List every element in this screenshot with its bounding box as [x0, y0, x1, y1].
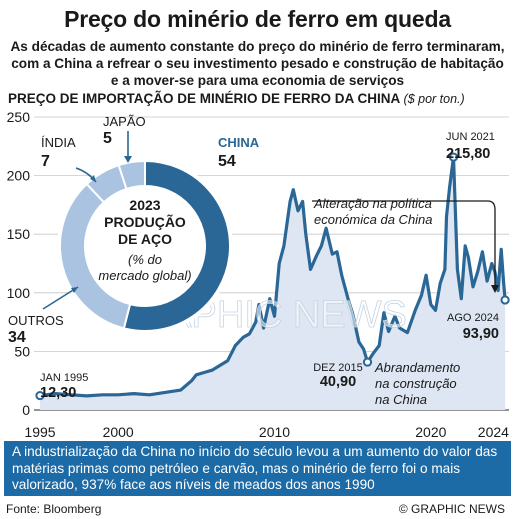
- donut-center-subtitle: mercado global): [98, 268, 191, 283]
- x-tick-label: 2020: [415, 424, 446, 438]
- slice-label-japao: JAPÃO: [103, 114, 146, 129]
- chart-title: Preço do minério de ferro em queda: [64, 6, 451, 32]
- annotation-value: 12,30: [40, 385, 76, 401]
- annotation-marker: [362, 357, 373, 367]
- leader-outros: [42, 286, 79, 310]
- annotation-date: AGO 2024: [447, 312, 499, 324]
- donut-slice-china: [122, 159, 231, 332]
- chart-unit: ($ por ton.): [403, 92, 465, 106]
- donut-center-subtitle: (% do: [128, 252, 162, 267]
- x-tick-label: 2024: [478, 424, 509, 438]
- slice-label-china: CHINA: [218, 135, 260, 150]
- annotation-markers: [35, 152, 510, 401]
- y-tick-label: 100: [7, 285, 31, 301]
- y-tick-label: 250: [7, 109, 31, 125]
- note-policy-change: Alteração na política: [313, 196, 432, 211]
- note-policy-change: económica da China: [314, 212, 433, 227]
- slice-label-outros: OUTROS: [8, 313, 64, 328]
- donut-center-title: 2023: [129, 197, 160, 213]
- chart-subtitle: As décadas de aumento constante do preço…: [10, 39, 505, 88]
- y-tick-label: 200: [7, 168, 31, 184]
- note-policy-arrow: [491, 285, 499, 293]
- x-tick-label: 2000: [103, 424, 134, 438]
- annotation-marker: [35, 390, 45, 401]
- x-tick-label: 2010: [259, 424, 290, 438]
- slice-value-india: 7: [41, 153, 50, 170]
- note-policy-leader: [312, 200, 496, 285]
- credit: © GRAPHIC NEWS: [398, 502, 505, 516]
- source: Fonte: Bloomberg: [6, 502, 102, 516]
- slice-value-china: 54: [218, 153, 236, 170]
- y-tick-label: 150: [7, 226, 31, 242]
- footer-note: A industrialização da China no início do…: [4, 441, 511, 496]
- arrow-india: [90, 175, 96, 182]
- annotation-marker: [500, 295, 510, 305]
- note-construction-slowdown: na construção: [375, 376, 457, 391]
- annotation-value: 40,90: [320, 374, 356, 390]
- x-axis: 1995 2000 2010 2020 2024: [24, 424, 509, 438]
- y-tick-label: 0: [22, 402, 30, 418]
- donut-center-title: DE AÇO: [118, 231, 172, 247]
- donut-center-title: PRODUÇÃO: [104, 213, 186, 230]
- slice-label-india: ÍNDIA: [41, 135, 76, 150]
- slice-value-japao: 5: [103, 130, 112, 147]
- slice-value-outros: 34: [8, 329, 26, 346]
- arrow-japao: [124, 156, 132, 163]
- donut-slice-japão: [117, 159, 146, 191]
- annotation-value: 93,90: [463, 326, 499, 342]
- chart-heading: PREÇO DE IMPORTAÇÃO DE MINÉRIO DE FERRO …: [8, 91, 513, 106]
- y-axis: 0 50 100 150 200 250: [7, 109, 31, 418]
- chart-heading-text: PREÇO DE IMPORTAÇÃO DE MINÉRIO DE FERRO …: [8, 91, 400, 106]
- annotation-date: DEZ 2015: [313, 362, 363, 374]
- annotation-value: 215,80: [446, 146, 490, 162]
- x-tick-label: 1995: [24, 424, 55, 438]
- note-construction-slowdown: Abrandamento: [374, 360, 460, 375]
- y-tick-label: 50: [14, 343, 30, 359]
- annotation-date: JAN 1995: [40, 372, 88, 384]
- annotation-marker: [448, 152, 459, 162]
- note-construction-slowdown: na China: [375, 392, 427, 407]
- annotation-date: JUN 2021: [446, 131, 495, 143]
- price-area: [40, 157, 506, 410]
- arrow-outros: [71, 287, 78, 293]
- price-line: [39, 155, 507, 398]
